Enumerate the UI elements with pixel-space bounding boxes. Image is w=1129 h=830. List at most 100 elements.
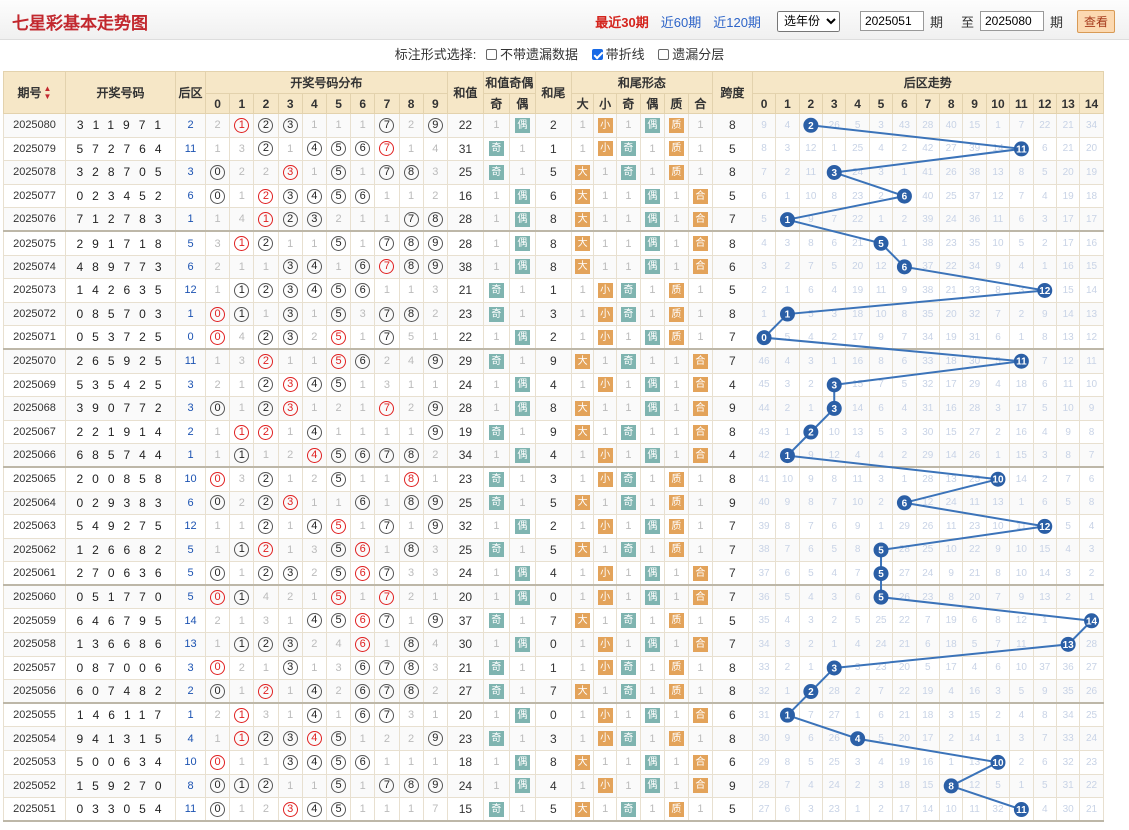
option-polyline[interactable]: 带折线 [591, 47, 645, 62]
hit-ball: 8 [403, 495, 419, 511]
hit-ball: 6 [355, 495, 371, 511]
back-trend-cell-12: 3 [1032, 443, 1057, 469]
dist-cell-4: 1 [301, 584, 327, 610]
dist-cell-3: 3 [277, 160, 303, 185]
dist-cell-3: 1 [277, 419, 303, 445]
sum-even-cell: 1 [508, 490, 536, 516]
back-trend-cell-11: 12 [1009, 608, 1034, 634]
tail-even-cell: 偶 [639, 396, 665, 421]
option-miss-layer[interactable]: 遗漏分层 [658, 47, 724, 62]
hit-ball: 5 [331, 164, 347, 180]
hit-ball: 1 [234, 542, 250, 558]
back-trend-cell-12: 5 [1032, 160, 1057, 185]
back-trend-cell-13: 11 [1055, 372, 1081, 398]
checkbox-miss-layer[interactable] [658, 49, 670, 60]
back-trend-cell-2: 3 [798, 797, 824, 823]
tail-composite-cell: 合 [687, 254, 713, 280]
hit-ball: 2 [258, 282, 274, 298]
back-trend-cell-13: 30 [1055, 797, 1081, 823]
sum-even-cell: 偶 [508, 325, 536, 351]
hit-ball: 1 [258, 211, 274, 227]
form-tag: 大 [575, 353, 591, 369]
recent-30-link[interactable]: 最近30期 [595, 14, 649, 30]
sort-icon[interactable]: ▲ ▼ [43, 83, 52, 101]
back-trend-cell-14: 7 [1079, 443, 1104, 469]
hit-ball: 7 [379, 117, 395, 133]
option-no-miss[interactable]: 不带遗漏数据 [485, 47, 578, 62]
draw-number-cell: 489773 [65, 254, 176, 280]
back-trend-cell-7: 30 [915, 419, 941, 445]
table-row: 2025054 941315 4 1 1 2 3 4 5 1 2 2 9 23 奇 1 3 1 小奇 1 质 1 8 30 9 6… [3, 726, 1104, 752]
checkbox-no-miss[interactable] [485, 49, 497, 60]
sum-odd-cell: 奇 [482, 679, 510, 705]
tail-even-cell: 偶 [639, 325, 665, 351]
back-trend-cell-8: 10 [938, 797, 964, 823]
period-cell: 2025059 [3, 608, 66, 634]
back-trend-cell-4: 18 [845, 301, 870, 327]
back-trend-cell-13: 34 [1055, 702, 1081, 728]
back-trend-cell-7: 35 [915, 301, 941, 327]
hit-ball: 3 [282, 164, 298, 180]
dist-cell-9: 9 [422, 348, 448, 374]
dist-cell-2: 1 [253, 254, 279, 280]
back-trend-cell-0: 7 [751, 160, 777, 185]
dist-cell-2: 1 [253, 443, 279, 469]
tail-odd-cell: 1 [615, 254, 641, 280]
form-tag: 质 [668, 731, 684, 747]
dist-cell-5: 5 [325, 348, 352, 374]
hit-ball: 4 [306, 801, 322, 817]
recent-120-link[interactable]: 近120期 [713, 14, 761, 30]
hit-ball: 5 [331, 613, 347, 629]
checkbox-polyline[interactable] [591, 49, 603, 60]
dist-cell-5: 5 [325, 443, 352, 469]
tail-small-cell: 小 [593, 584, 617, 610]
hit-ball: 4 [306, 518, 322, 534]
form-tag: 小 [597, 447, 613, 463]
back-trend-cell-8: 27 [938, 136, 964, 162]
year-select[interactable]: 选年份 [776, 10, 840, 32]
form-tag: 大 [575, 400, 591, 416]
dist-cell-8: 1 [398, 608, 424, 634]
back-trend-cell-13: 36 [1055, 655, 1081, 681]
back-trend-cell-6: 43 [892, 113, 917, 138]
header-back-digit-7: 7 [915, 93, 941, 114]
to-period-input[interactable] [979, 11, 1044, 31]
back-trend-cell-6: 20 [892, 655, 917, 681]
sum-even-cell: 1 [508, 466, 536, 492]
dist-cell-0: 1 [204, 726, 231, 752]
dist-cell-5: 1 [325, 113, 352, 138]
back-trend-cell-3: 7 [822, 490, 847, 516]
header-period[interactable]: 期号 ▲ ▼ [3, 71, 66, 114]
dist-cell-7: 7 [374, 702, 400, 728]
dist-cell-4: 3 [301, 207, 327, 233]
dist-cell-0: 1 [204, 514, 231, 539]
sum-even-cell: 偶 [508, 773, 536, 799]
recent-60-link[interactable]: 近60期 [660, 14, 702, 30]
back-trend-cell-14: 28 [1079, 632, 1104, 657]
hit-ball: 0 [210, 778, 226, 794]
form-tag: 合 [692, 259, 708, 275]
dist-cell-0: 3 [204, 230, 231, 256]
back-trend-cell-9: 28 [962, 396, 987, 421]
tail-small-cell: 小 [593, 702, 617, 728]
back-trend-cell-2: 8 [798, 490, 824, 516]
dist-cell-6: 6 [350, 750, 376, 775]
header-tail-form: 和尾形态 [570, 71, 713, 94]
back-trend-cell-10: 6 [985, 325, 1011, 351]
back-trend-cell-8: 40 [938, 113, 964, 138]
hit-ball: 6 [355, 683, 371, 699]
header-back-digit-6: 6 [892, 93, 917, 114]
query-button[interactable]: 查看 [1076, 9, 1115, 33]
tail-small-cell: 小 [593, 443, 617, 469]
form-tag: 小 [597, 471, 613, 487]
from-period-input[interactable] [859, 11, 924, 31]
sum-even-cell: 偶 [508, 514, 536, 539]
hit-ball: 5 [331, 518, 347, 534]
tail-composite-cell: 1 [687, 490, 713, 516]
dist-cell-8: 1 [398, 419, 424, 445]
back-trend-cell-3: 3 [822, 584, 847, 610]
hit-ball: 2 [258, 377, 274, 393]
dist-cell-9: 9 [422, 113, 448, 138]
back-trend-cell-4: 13 [845, 419, 870, 445]
form-tag: 偶 [514, 211, 530, 227]
